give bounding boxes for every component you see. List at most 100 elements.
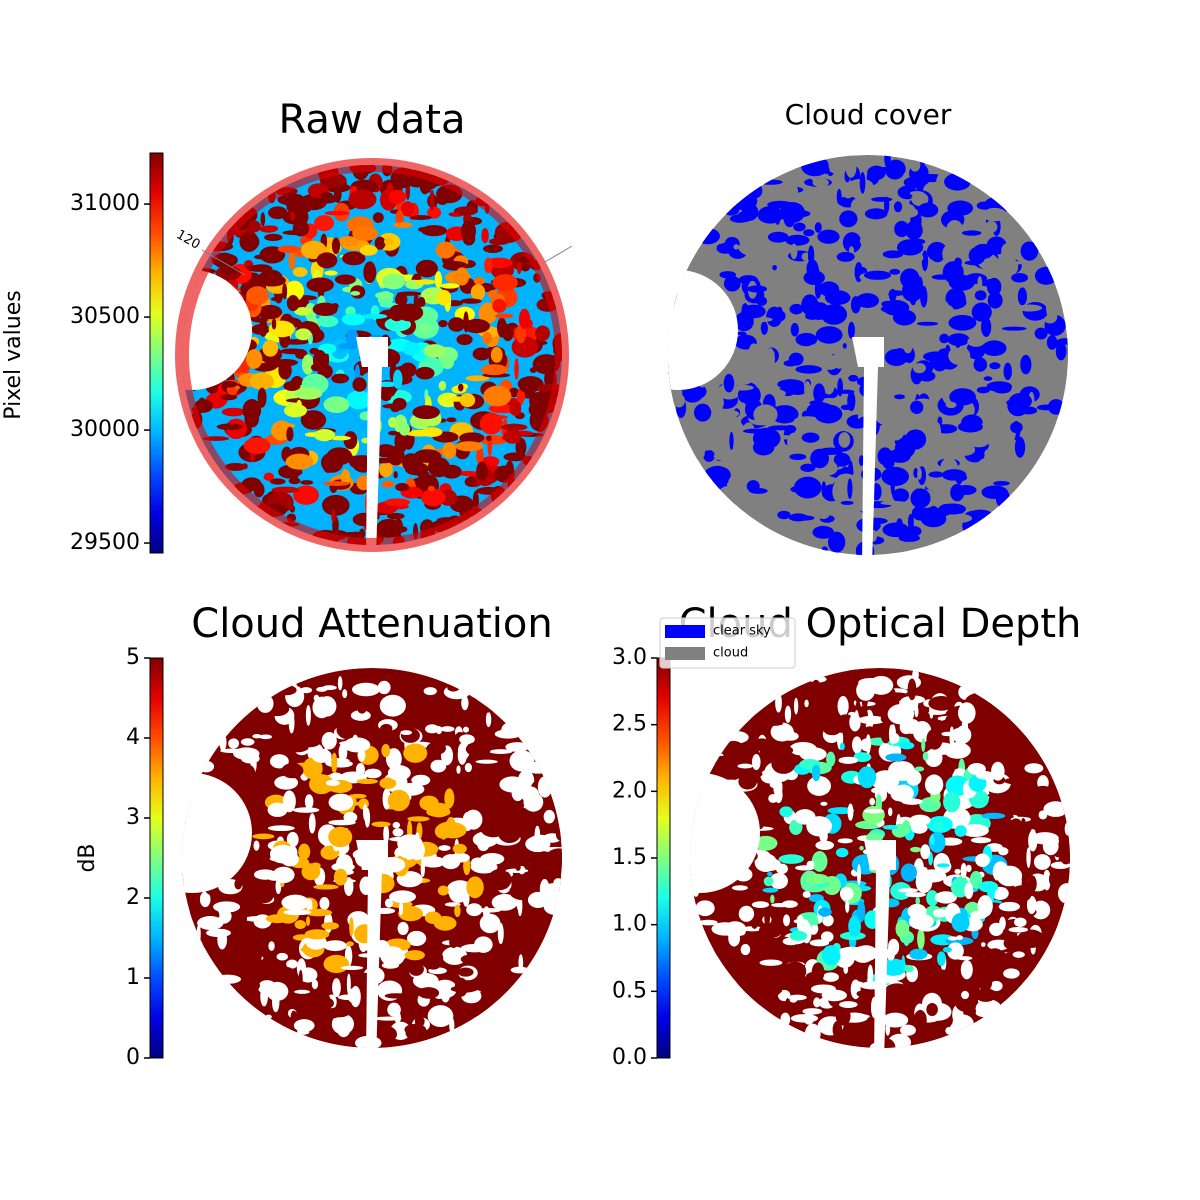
sky-blob	[800, 155, 829, 177]
sky-blob	[787, 268, 803, 277]
sky-blob	[909, 191, 925, 196]
sky-blob	[820, 304, 848, 325]
sky-blob	[450, 985, 478, 993]
sky-blob	[862, 805, 885, 824]
sky-blob	[1028, 830, 1038, 852]
sky-blob	[936, 863, 950, 868]
sky-blob	[871, 787, 880, 794]
sky-blob	[857, 900, 866, 922]
sky-blob	[858, 1014, 870, 1019]
sky-blob	[700, 261, 716, 281]
sky-blob	[805, 972, 821, 983]
sky-blob	[497, 922, 504, 945]
sky-blob	[296, 707, 315, 724]
sky-blob	[848, 915, 861, 938]
sky-blob	[947, 333, 970, 347]
sky-blob	[836, 508, 863, 521]
sky-blob	[395, 482, 410, 492]
sky-blob	[483, 385, 512, 407]
colorbar-tick-label: 30000	[70, 417, 140, 442]
sky-blob	[764, 906, 771, 928]
sky-blob	[509, 883, 536, 901]
sky-blob	[822, 972, 839, 982]
panel-title: Cloud cover	[785, 98, 952, 131]
sky-blob	[814, 222, 822, 233]
sky-blob	[858, 455, 864, 467]
sky-blob	[343, 431, 358, 450]
sky-blob	[836, 251, 855, 262]
sky-blob	[785, 234, 810, 246]
sky-blob	[455, 441, 484, 452]
sky-blob	[711, 947, 735, 958]
sky-blob	[752, 347, 758, 356]
sky-blob	[446, 417, 457, 423]
sky-blob	[221, 381, 238, 388]
sky-blob	[346, 390, 372, 410]
colorbar	[656, 657, 671, 1059]
sky-blob	[814, 279, 822, 299]
sky-blob	[454, 267, 470, 286]
sky-blob	[758, 348, 775, 360]
sky-blob	[492, 298, 507, 313]
sky-blob	[413, 457, 423, 471]
sky-blob	[509, 817, 523, 826]
sky-blob	[759, 959, 783, 966]
sky-blob	[760, 321, 768, 335]
sky-blob	[271, 318, 277, 330]
sky-blob	[989, 922, 1004, 936]
sky-blob	[762, 721, 784, 726]
colorbar-tick-label: 31000	[70, 191, 140, 216]
sky-blob	[838, 432, 851, 448]
sky-blob	[966, 509, 995, 524]
sky-blob	[976, 386, 990, 394]
sky-blob	[947, 200, 974, 216]
sky-blob	[393, 369, 403, 389]
sky-blob	[276, 952, 288, 961]
sky-blob	[753, 306, 762, 314]
sky-blob	[333, 184, 342, 203]
sky-blob	[464, 762, 472, 773]
sky-blob	[784, 705, 792, 723]
sky-blob	[915, 871, 933, 894]
sky-blob	[938, 503, 967, 515]
sky-blob	[543, 809, 555, 824]
sky-blob	[944, 173, 971, 191]
sky-blob	[840, 887, 854, 901]
sky-blob	[827, 531, 846, 553]
sky-blob	[939, 333, 950, 344]
sky-blob	[246, 349, 263, 369]
sky-blob	[771, 389, 786, 397]
sky-blob	[827, 807, 855, 815]
sky-blob	[1003, 362, 1012, 381]
sky-blob	[405, 429, 434, 437]
sky-blob	[708, 393, 724, 412]
sky-blob	[457, 470, 480, 477]
sky-blob	[319, 1008, 341, 1019]
sky-blob	[751, 753, 761, 771]
sky-blob	[514, 358, 519, 380]
sky-blob	[404, 950, 425, 961]
sky-blob	[300, 687, 313, 694]
sky-blob	[921, 738, 926, 752]
colorbar-tick-label: 2.0	[612, 778, 647, 803]
sky-blob	[459, 734, 475, 745]
sky-blob	[220, 394, 238, 401]
sky-blob	[298, 843, 311, 860]
sky-blob	[262, 339, 279, 357]
sky-blob	[323, 747, 329, 761]
sky-blob	[274, 775, 299, 790]
sky-blob	[946, 219, 964, 241]
sky-blob	[859, 172, 866, 194]
sky-blob	[392, 222, 413, 228]
sky-blob	[448, 317, 466, 332]
sky-blob	[900, 1024, 916, 1036]
sky-blob	[519, 382, 531, 393]
sky-blob	[801, 432, 820, 443]
sky-blob	[723, 885, 731, 903]
sky-blob	[820, 801, 828, 806]
sky-blob	[949, 295, 967, 309]
sky-blob	[815, 500, 832, 520]
sky-blob	[752, 439, 775, 456]
sky-blob	[436, 194, 449, 206]
sky-blob	[871, 770, 900, 792]
